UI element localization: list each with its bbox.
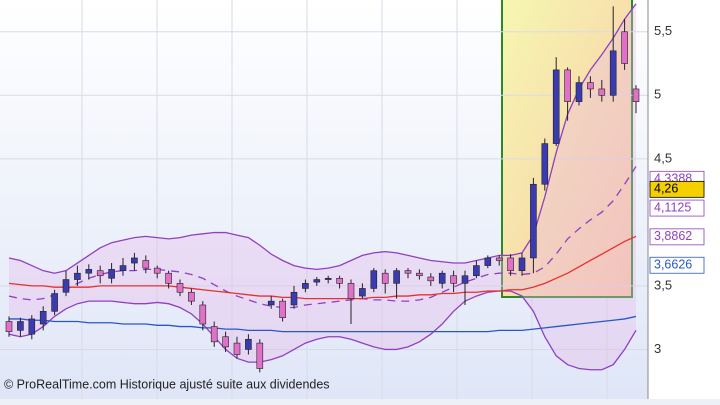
candle-body (290, 291, 298, 306)
axis-marker-box (649, 180, 705, 198)
candle-body (473, 265, 480, 277)
candle-body (484, 257, 492, 266)
candle-body (518, 257, 526, 271)
candle-body (450, 275, 457, 284)
candle-body (85, 269, 93, 274)
candle-body (495, 257, 503, 261)
candle-body (313, 279, 321, 283)
candle-body (176, 283, 184, 293)
candle-body (142, 260, 150, 269)
axis-marker-box (649, 199, 705, 217)
candle-body (416, 272, 423, 277)
axis-marker-label: 3,6626 (654, 258, 692, 272)
candle-body (165, 272, 172, 284)
y-tick-label: 3,5 (654, 277, 672, 292)
candle-body (131, 257, 138, 264)
candle-body (62, 279, 70, 293)
candle-body (28, 318, 36, 335)
candle-body (609, 50, 617, 96)
indicator-line (8, 290, 637, 371)
candle-body (461, 275, 469, 284)
candle-body (210, 326, 218, 343)
candle-body (279, 300, 286, 318)
candle-body (233, 342, 241, 355)
footnote: © ProRealTime.com Historique ajusté suit… (4, 377, 330, 391)
candle-body (39, 311, 47, 325)
candle-body (438, 272, 446, 284)
volume-strip (0, 399, 720, 405)
candle-body (587, 82, 594, 90)
candle-body (51, 293, 58, 312)
candle-body (267, 300, 275, 306)
candle-body (302, 283, 309, 289)
y-tick-label: 3 (654, 341, 661, 356)
candle-body (347, 283, 355, 299)
candle-body (153, 267, 161, 274)
y-tick-label: 5,5 (654, 23, 672, 38)
candle-body (393, 270, 400, 284)
candle-body (381, 272, 389, 284)
candle-body (507, 257, 514, 271)
candle-body (5, 321, 13, 332)
candle-body (530, 183, 537, 259)
candle-body (74, 272, 81, 280)
axis-marker-label: 4,26 (654, 182, 678, 196)
y-tick-label: 5 (654, 87, 661, 102)
candle-body (336, 277, 343, 284)
candle-body (245, 338, 252, 350)
candle-body (199, 304, 207, 325)
candle-body (370, 270, 378, 289)
axis-marker-box (649, 228, 705, 246)
candle-body (598, 88, 606, 96)
indicator-line (8, 235, 637, 300)
candle-body (324, 277, 332, 280)
candle-body (222, 336, 229, 348)
candle-body (108, 269, 115, 279)
axis-marker-label: 4,1125 (654, 200, 691, 214)
candle-body (404, 270, 412, 274)
candle-body (256, 342, 264, 369)
candle-body (632, 88, 640, 102)
candle-body (564, 69, 571, 102)
candle-body (119, 265, 127, 271)
indicator-line (8, 166, 637, 309)
candle-body (427, 276, 435, 282)
highlight-zone (501, 0, 633, 298)
candle-body (17, 321, 24, 331)
y-tick-label: 4,5 (654, 150, 672, 165)
candle-body (541, 143, 549, 185)
candle-body (575, 82, 583, 102)
indicator-line (9, 315, 637, 333)
candle-body (552, 69, 560, 144)
candle-body (359, 288, 366, 297)
axis-marker-box (649, 256, 705, 274)
candle-body (621, 31, 628, 64)
candle-body (96, 270, 104, 277)
candle-body (188, 291, 195, 302)
axis-marker-label: 3,8862 (654, 229, 692, 243)
